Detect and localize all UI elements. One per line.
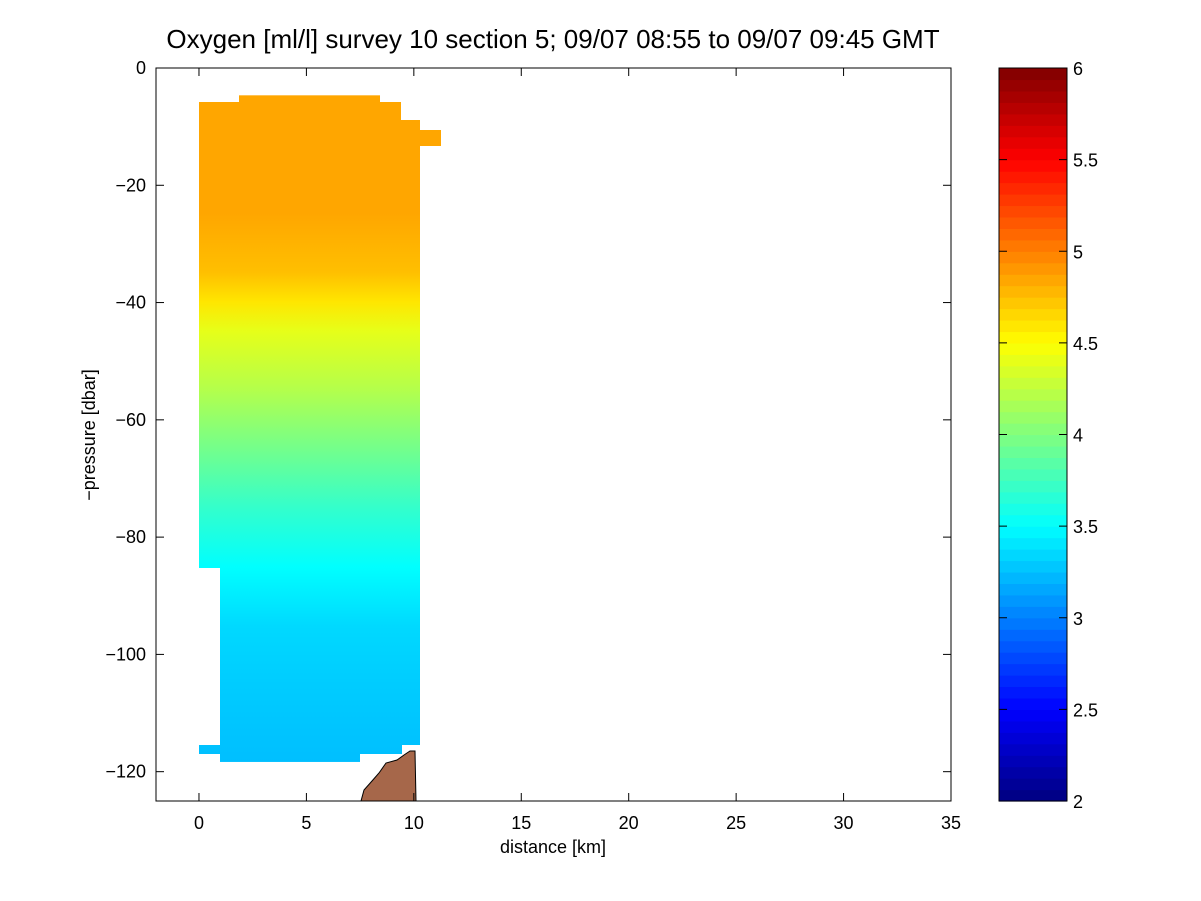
y-tick-label: −60 (115, 410, 146, 430)
x-tick-label: 30 (834, 813, 854, 833)
colorbar-segment (999, 171, 1067, 184)
colorbar-segment (999, 125, 1067, 138)
colorbar-segment (999, 148, 1067, 161)
y-tick-label: −20 (115, 175, 146, 195)
colorbar-segment (999, 182, 1067, 195)
colorbar-segment (999, 537, 1067, 550)
colorbar-segment (999, 423, 1067, 436)
x-tick-label: 5 (301, 813, 311, 833)
colorbar-segment (999, 102, 1067, 115)
colorbar-tick-label: 5.5 (1073, 151, 1098, 171)
colorbar-segment (999, 445, 1067, 459)
colorbar-segment (999, 79, 1067, 92)
colorbar-tick-label: 3.5 (1073, 517, 1098, 537)
y-tick-label: −40 (115, 293, 146, 313)
colorbar-segment (999, 491, 1067, 504)
colorbar-segment (999, 549, 1067, 562)
x-tick-label: 20 (619, 813, 639, 833)
chart-title: Oxygen [ml/l] survey 10 section 5; 09/07… (166, 24, 939, 54)
colorbar-segment (999, 68, 1067, 81)
colorbar-segment (999, 755, 1067, 768)
colorbar-segment (999, 354, 1067, 367)
colorbar-segment (999, 560, 1067, 573)
colorbar-segment (999, 193, 1067, 207)
colorbar-segment (999, 778, 1067, 791)
colorbar-segment (999, 652, 1067, 665)
colorbar-tick-label: 5 (1073, 242, 1083, 262)
colorbar-tick-label: 4.5 (1073, 334, 1098, 354)
colorbar-segment (999, 663, 1067, 676)
colorbar-segment (999, 743, 1067, 756)
colorbar-segment (999, 606, 1067, 619)
colorbar-segment (999, 377, 1067, 390)
colorbar-segment (999, 216, 1067, 229)
colorbar-segment (999, 675, 1067, 688)
colorbar-segment (999, 720, 1067, 733)
x-axis-ticks: 0 5 10 15 20 25 30 35 (194, 68, 961, 833)
colorbar-segment (999, 331, 1067, 344)
colorbar-segment (999, 480, 1067, 493)
colorbar-segment (999, 205, 1067, 218)
colorbar-segment (999, 526, 1067, 539)
y-tick-label: 0 (136, 58, 146, 78)
x-tick-label: 10 (404, 813, 424, 833)
colorbar-segment (999, 90, 1067, 103)
x-tick-label: 35 (941, 813, 961, 833)
colorbar-segment (999, 159, 1067, 172)
colorbar-segment (999, 239, 1067, 252)
x-tick-label: 0 (194, 813, 204, 833)
colorbar-segment (999, 686, 1067, 699)
colorbar-segment (999, 388, 1067, 401)
colorbar-segment (999, 411, 1067, 424)
colorbar-segment (999, 457, 1067, 470)
colorbar-segment (999, 342, 1067, 355)
colorbar-segment (999, 571, 1067, 584)
colorbar-segment (999, 308, 1067, 321)
colorbar-segment (999, 434, 1067, 447)
oxygen-section-field (199, 95, 441, 762)
colorbar-segment (999, 629, 1067, 642)
y-axis-label: −pressure [dbar] (79, 369, 99, 501)
colorbar-segment (999, 732, 1067, 745)
colorbar-tick-label: 4 (1073, 426, 1083, 446)
colorbar-tick-label: 6 (1073, 59, 1083, 79)
colorbar-segment (999, 594, 1067, 607)
colorbar-segment (999, 503, 1067, 516)
plot-frame (155, 67, 952, 802)
colorbar-segment (999, 709, 1067, 722)
colorbar-segment (999, 319, 1067, 333)
y-tick-label: −80 (115, 527, 146, 547)
colorbar-segment (999, 617, 1067, 630)
colorbar-segment (999, 297, 1067, 310)
colorbar-segment (999, 697, 1067, 710)
colorbar-segment (999, 365, 1067, 378)
colorbar: 2 2.5 3 3.5 4 4.5 5 5.5 6 (998, 59, 1098, 812)
colorbar-segment (999, 766, 1067, 779)
colorbar-tick-label: 2.5 (1073, 700, 1098, 720)
colorbar-segment (999, 400, 1067, 413)
colorbar-tick-label: 2 (1073, 792, 1083, 812)
colorbar-tick-label: 3 (1073, 609, 1083, 629)
colorbar-segment (999, 583, 1067, 596)
x-tick-label: 25 (726, 813, 746, 833)
y-tick-label: −100 (105, 644, 146, 664)
colorbar-segment (999, 262, 1067, 275)
y-tick-label: −120 (105, 762, 146, 782)
seafloor-bathymetry (360, 750, 417, 802)
colorbar-segment (999, 136, 1067, 149)
colorbar-segment (999, 285, 1067, 298)
colorbar-segment (999, 789, 1067, 802)
y-axis-ticks: 0 −20 −40 −60 −80 −100 −120 (105, 58, 951, 782)
colorbar-segment (999, 468, 1067, 481)
colorbar-segment (999, 113, 1067, 126)
x-axis-label: distance [km] (500, 837, 606, 857)
colorbar-segment (999, 228, 1067, 241)
colorbar-segment (999, 274, 1067, 287)
colorbar-segment (999, 640, 1067, 653)
x-tick-label: 15 (511, 813, 531, 833)
colorbar-segment (999, 514, 1067, 527)
colorbar-segment (999, 251, 1067, 264)
